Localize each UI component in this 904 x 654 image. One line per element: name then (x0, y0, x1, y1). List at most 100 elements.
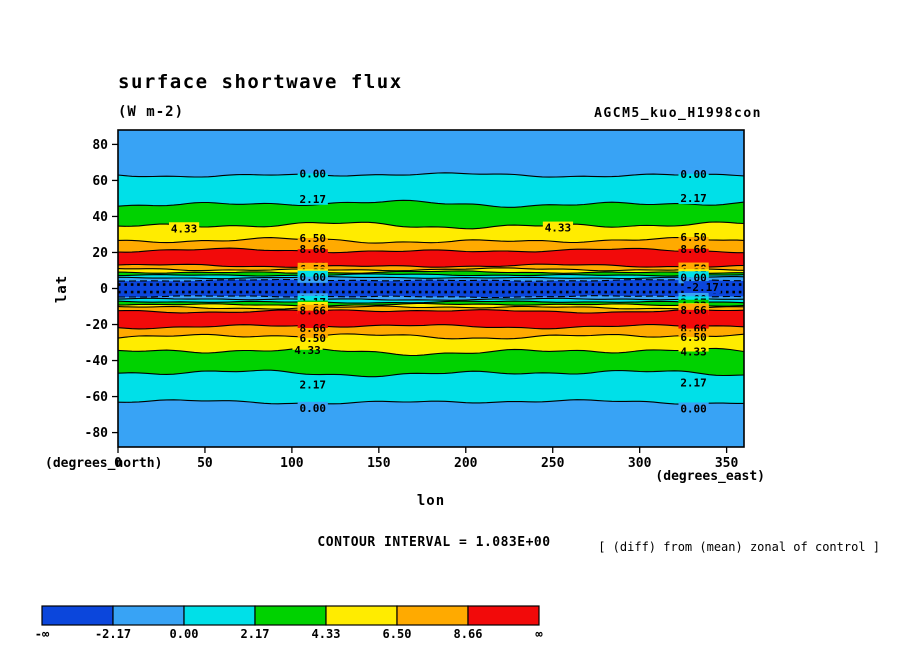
contour-label-mask (678, 262, 709, 269)
contour-label-mask (678, 337, 709, 344)
contour-label: 8.66 (680, 243, 707, 256)
contour-label-mask (297, 378, 328, 385)
colorbar-label: ∞ (535, 627, 543, 641)
contour-label: 8.66 (680, 304, 707, 317)
x-tick-label: 200 (454, 456, 478, 471)
x-tick-label: 300 (628, 456, 652, 471)
colorbar-label: 4.33 (312, 627, 341, 641)
contour-lines (118, 172, 744, 405)
y-tick-label: 40 (92, 210, 108, 225)
contour-line (118, 278, 744, 282)
colorbar-segment (467, 605, 540, 626)
contour-line (118, 300, 744, 304)
contour-label: -2.17 (686, 281, 719, 294)
colorbar-label: -∞ (35, 627, 50, 641)
contour-line (118, 236, 744, 244)
contour-label-mask (678, 345, 709, 352)
contour-line (118, 302, 744, 307)
contour-line (118, 199, 744, 208)
contour-label-mask (297, 249, 328, 256)
contour-line (118, 347, 744, 357)
contour-line (118, 399, 744, 405)
contour-interval-label: CONTOUR INTERVAL = 1.083E+00 (317, 535, 550, 550)
colorbar-label: -2.17 (95, 627, 131, 641)
y-tick-label: 60 (92, 174, 108, 189)
contour-label-mask (678, 242, 709, 249)
contour-label-mask (292, 349, 323, 356)
contour-band (118, 333, 744, 356)
filled-contour-bands (118, 130, 744, 447)
x-tick-label: 100 (280, 456, 304, 471)
chart-title: surface shortwave flux (118, 71, 403, 93)
y-tick-label: -20 (85, 318, 109, 333)
contour-line (118, 369, 744, 378)
contour-label-mask (297, 167, 328, 174)
colorbar-segment (112, 605, 185, 626)
x-tick-label: 250 (541, 456, 565, 471)
colorbar-label: 0.00 (170, 627, 199, 641)
contour-label: 0.00 (680, 402, 707, 415)
contour-line (118, 305, 744, 310)
x-axis-title: lon (417, 493, 445, 509)
y-tick-label: -60 (85, 390, 109, 405)
y-tick-label: -80 (85, 426, 109, 441)
contour-label-mask (297, 231, 328, 238)
contour-label-mask (678, 292, 709, 299)
x-tick-label: 0 (114, 456, 122, 471)
contour-label: 2.17 (300, 193, 327, 206)
contour-label-mask (297, 295, 328, 302)
contour-label-mask (297, 304, 328, 311)
contour-label: 6.50 (680, 231, 707, 244)
contour-line (118, 263, 744, 268)
contour-label-mask (678, 271, 709, 278)
contour-label-mask (678, 408, 709, 415)
contour-band (118, 130, 744, 178)
contour-label: 2.17 (300, 378, 327, 391)
contour-label-mask (678, 167, 709, 174)
contour-label-mask (297, 270, 328, 277)
contour-line (118, 295, 744, 299)
colorbar-label: 8.66 (454, 627, 483, 641)
y-tick-label: -40 (85, 354, 109, 369)
contour-label: 0.00 (300, 271, 327, 284)
colorbar: -∞ -2.17 0.00 2.17 4.33 6.50 8.66 ∞ (35, 605, 543, 641)
contour-label-mask (542, 221, 574, 228)
contour-label-mask (297, 331, 328, 338)
y-axis-title: lat (54, 275, 70, 303)
contour-line (118, 324, 744, 330)
contour-band (118, 370, 744, 405)
chart-units-label: (W m-2) (118, 104, 184, 120)
contour-label-mask (678, 322, 709, 329)
contour-label: 4.33 (171, 222, 198, 235)
contour-label: 8.66 (300, 305, 327, 318)
contour-label-mask (678, 376, 709, 383)
contour-label-mask (678, 248, 709, 255)
contour-label-mask (542, 227, 574, 234)
contour-label-mask (297, 276, 328, 283)
run-label: AGCM5_kuo_H1998con (594, 106, 762, 121)
contour-label-mask (297, 310, 328, 317)
contour-label-mask (678, 309, 709, 316)
contour-label-mask (678, 402, 709, 409)
contour-band (118, 348, 744, 377)
contour-label-mask (297, 407, 328, 414)
contour-label: 8.66 (300, 243, 327, 256)
contour-line (118, 172, 744, 178)
colorbar-label: 6.50 (383, 627, 412, 641)
contour-line (118, 309, 744, 314)
y-tick-label: 20 (92, 246, 108, 261)
x-axis-units-label: (degrees_east) (655, 469, 765, 484)
contour-label: 4.33 (545, 222, 572, 235)
contour-label-mask (678, 231, 709, 238)
colorbar-segment (396, 605, 469, 626)
contour-label: 0.00 (680, 271, 707, 284)
contour-label: 8.66 (300, 322, 327, 335)
contour-band (118, 309, 744, 329)
contour-line (118, 267, 744, 272)
contour-band (118, 306, 744, 313)
contour-line (118, 273, 744, 277)
contour-label-mask (297, 237, 328, 244)
contour-label-mask (678, 331, 709, 338)
colorbar-segment (254, 605, 327, 626)
contour-label: 2.17 (680, 192, 707, 205)
